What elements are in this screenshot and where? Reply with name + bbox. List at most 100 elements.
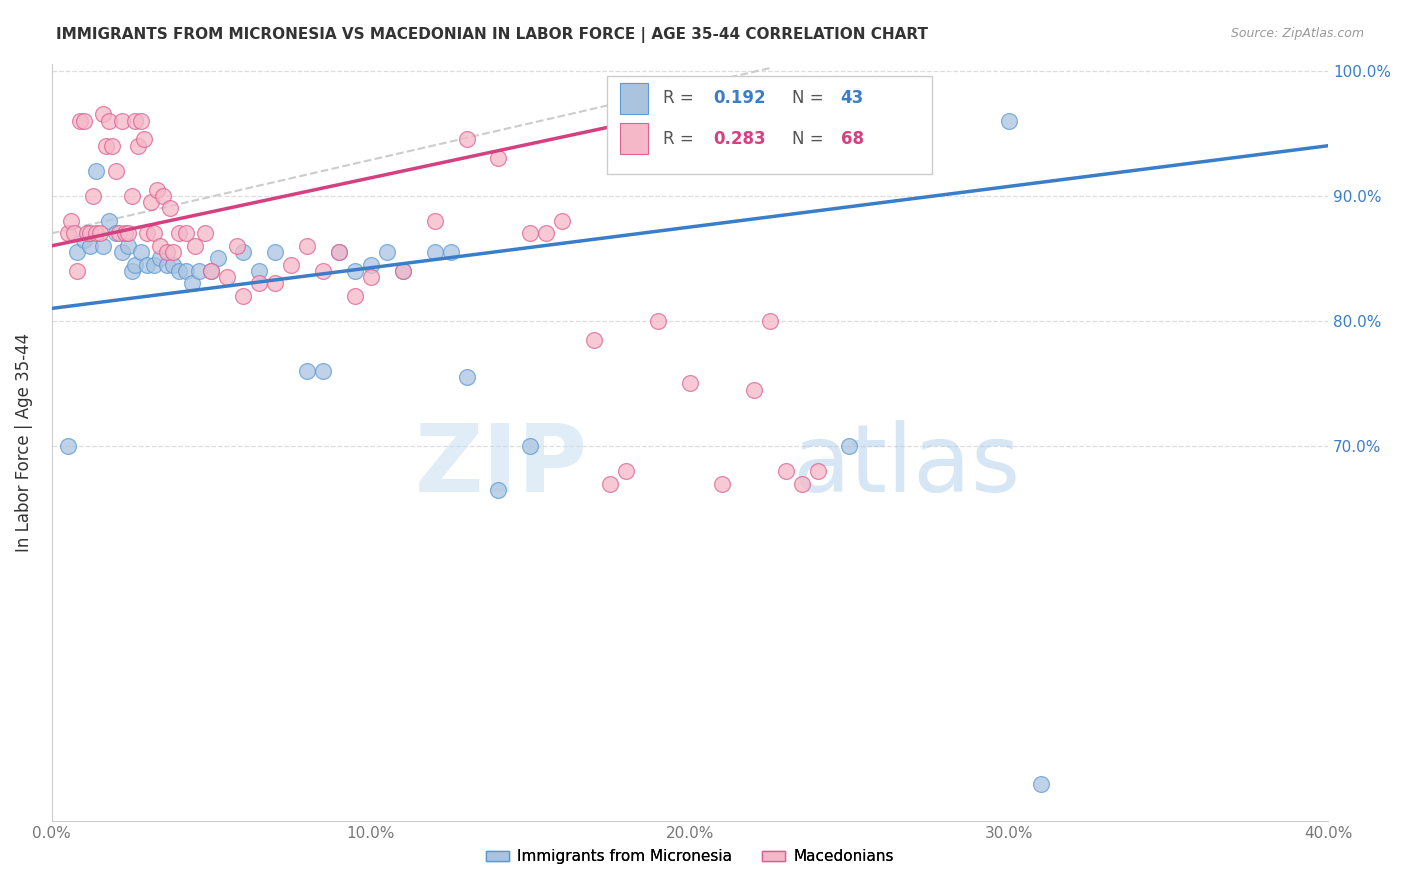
Point — [583, 333, 606, 347]
Point — [264, 245, 287, 260]
Point — [79, 227, 101, 241]
Point — [391, 264, 413, 278]
Point — [295, 364, 318, 378]
Point — [169, 227, 191, 241]
Point — [129, 113, 152, 128]
Point — [775, 464, 797, 478]
Point — [156, 245, 179, 260]
Point — [76, 227, 98, 241]
Point — [121, 188, 143, 202]
Point — [790, 476, 813, 491]
Point — [124, 113, 146, 128]
Point — [59, 214, 82, 228]
Point — [343, 264, 366, 278]
Point — [117, 239, 139, 253]
Point — [312, 264, 335, 278]
Point — [360, 270, 382, 285]
Point — [758, 314, 780, 328]
Point — [614, 464, 637, 478]
Text: R =: R = — [664, 89, 699, 107]
Text: atlas: atlas — [792, 419, 1021, 512]
Point — [181, 277, 204, 291]
Point — [247, 264, 270, 278]
Point — [114, 227, 136, 241]
Point — [124, 258, 146, 272]
Point — [82, 188, 104, 202]
Point — [456, 132, 478, 146]
Point — [679, 101, 702, 115]
Point — [375, 245, 398, 260]
Point — [247, 277, 270, 291]
Text: 68: 68 — [841, 129, 863, 147]
Text: 43: 43 — [841, 89, 863, 107]
Point — [94, 138, 117, 153]
Legend: Immigrants from Micronesia, Macedonians: Immigrants from Micronesia, Macedonians — [481, 843, 900, 871]
Point — [142, 258, 165, 272]
Point — [107, 227, 129, 241]
Point — [139, 194, 162, 209]
Point — [56, 227, 79, 241]
Point — [66, 245, 89, 260]
Point — [104, 227, 127, 241]
Point — [111, 245, 134, 260]
Point — [194, 227, 217, 241]
Point — [169, 264, 191, 278]
Point — [174, 227, 197, 241]
Point — [488, 483, 510, 497]
Point — [142, 227, 165, 241]
Point — [149, 239, 172, 253]
Point — [423, 245, 446, 260]
Point — [312, 364, 335, 378]
Point — [360, 258, 382, 272]
Point — [73, 233, 96, 247]
Text: R =: R = — [664, 129, 699, 147]
Point — [66, 264, 89, 278]
Point — [98, 113, 121, 128]
Point — [207, 252, 229, 266]
Point — [519, 227, 541, 241]
Point — [162, 245, 184, 260]
Point — [200, 264, 222, 278]
Point — [423, 214, 446, 228]
Point — [488, 151, 510, 165]
Point — [328, 245, 350, 260]
Point — [146, 182, 169, 196]
Text: 0.283: 0.283 — [713, 129, 765, 147]
Bar — [620, 83, 648, 113]
Point — [129, 245, 152, 260]
Text: 0.192: 0.192 — [713, 89, 765, 107]
Point — [343, 289, 366, 303]
Point — [838, 439, 860, 453]
Point — [391, 264, 413, 278]
Point — [136, 227, 159, 241]
Text: N =: N = — [792, 129, 830, 147]
Point — [439, 245, 461, 260]
Point — [91, 239, 114, 253]
Point — [187, 264, 209, 278]
Bar — [620, 123, 648, 153]
Point — [152, 188, 174, 202]
Point — [73, 113, 96, 128]
Point — [104, 163, 127, 178]
Point — [232, 245, 254, 260]
Point — [519, 439, 541, 453]
Text: Source: ZipAtlas.com: Source: ZipAtlas.com — [1230, 27, 1364, 40]
Point — [328, 245, 350, 260]
Point — [264, 277, 287, 291]
Point — [136, 258, 159, 272]
Point — [91, 107, 114, 121]
Point — [127, 138, 149, 153]
Point — [536, 227, 558, 241]
Text: N =: N = — [792, 89, 830, 107]
Point — [117, 227, 139, 241]
Point — [551, 214, 574, 228]
Point — [89, 227, 111, 241]
Point — [232, 289, 254, 303]
Point — [101, 138, 124, 153]
FancyBboxPatch shape — [607, 76, 932, 174]
Point — [998, 113, 1021, 128]
Y-axis label: In Labor Force | Age 35-44: In Labor Force | Age 35-44 — [15, 334, 32, 552]
Point — [98, 214, 121, 228]
Text: ZIP: ZIP — [415, 419, 588, 512]
Point — [159, 202, 181, 216]
